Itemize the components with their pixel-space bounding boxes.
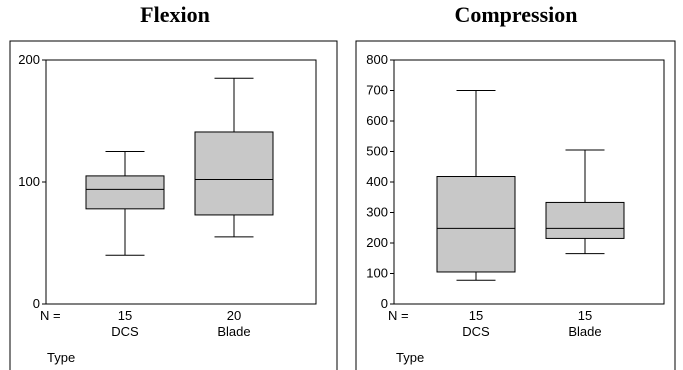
compression-frame — [355, 40, 676, 370]
flexion-y-tick-label: 200 — [18, 52, 40, 67]
compression-dcs-box — [436, 176, 516, 273]
flexion-title: Flexion — [140, 2, 210, 27]
compression-x-axis-label: Type — [396, 350, 424, 365]
flexion-blade-box — [194, 131, 274, 216]
compression-title: Compression — [454, 2, 578, 27]
flexion-dcs-n-count: 15 — [118, 308, 132, 323]
compression-n-label: N = — [388, 308, 409, 323]
compression-y-tick-label: 600 — [366, 113, 388, 128]
compression-blade-box — [545, 201, 625, 239]
flexion-y-tick-label: 0 — [33, 296, 40, 311]
flexion-blade-category-label: Blade — [217, 324, 250, 339]
compression-y-tick-label: 700 — [366, 83, 388, 98]
compression-blade-category-label: Blade — [568, 324, 601, 339]
compression-y-tick-label: 800 — [366, 52, 388, 67]
compression-y-tick-label: 100 — [366, 266, 388, 281]
flexion-x-axis-label: Type — [47, 350, 75, 365]
compression-blade-n-count: 15 — [578, 308, 592, 323]
flexion-frame — [9, 40, 338, 370]
flexion-dcs-box — [85, 175, 165, 210]
compression-plot-area — [393, 59, 665, 305]
flexion-n-label: N = — [40, 308, 61, 323]
compression-y-tick-label: 0 — [381, 296, 388, 311]
compression-dcs-n-count: 15 — [469, 308, 483, 323]
flexion-blade-n-count: 20 — [227, 308, 241, 323]
flexion-dcs-category-label: DCS — [111, 324, 139, 339]
compression-dcs-category-label: DCS — [462, 324, 490, 339]
flexion-y-tick-label: 100 — [18, 174, 40, 189]
compression-y-tick-label: 200 — [366, 235, 388, 250]
compression-y-tick-label: 400 — [366, 174, 388, 189]
compression-y-tick-label: 500 — [366, 144, 388, 159]
compression-y-tick-label: 300 — [366, 205, 388, 220]
